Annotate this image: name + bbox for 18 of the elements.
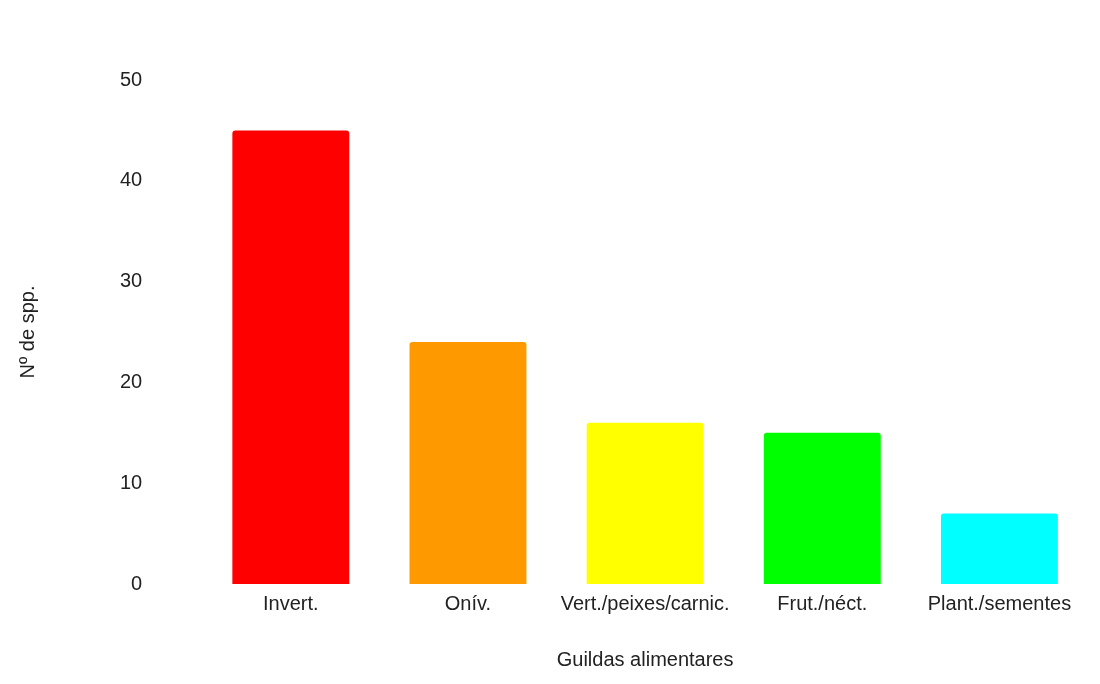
x-tick-label: Plant./sementes [927, 591, 1072, 614]
bar [586, 422, 704, 584]
x-axis-title: Guildas alimentares [556, 647, 734, 670]
bar [232, 130, 350, 584]
y-tick-label: 20 [120, 369, 143, 392]
y-tick-label: 40 [120, 168, 143, 191]
y-tick-label: 50 [120, 67, 143, 90]
y-tick-label: 30 [120, 269, 143, 292]
bar [940, 513, 1058, 584]
bar [409, 342, 527, 584]
y-tick-label: 0 [131, 571, 143, 594]
x-tick-label: Vert./peixes/carnic. [560, 591, 730, 614]
y-axis-title: Nº de spp. [15, 285, 38, 379]
y-tick-label: 10 [120, 470, 143, 493]
bar [763, 432, 881, 584]
x-tick-label: Onív. [444, 591, 492, 614]
x-tick-label: Invert. [263, 591, 319, 614]
x-tick-label: Frut./néct. [777, 591, 868, 614]
